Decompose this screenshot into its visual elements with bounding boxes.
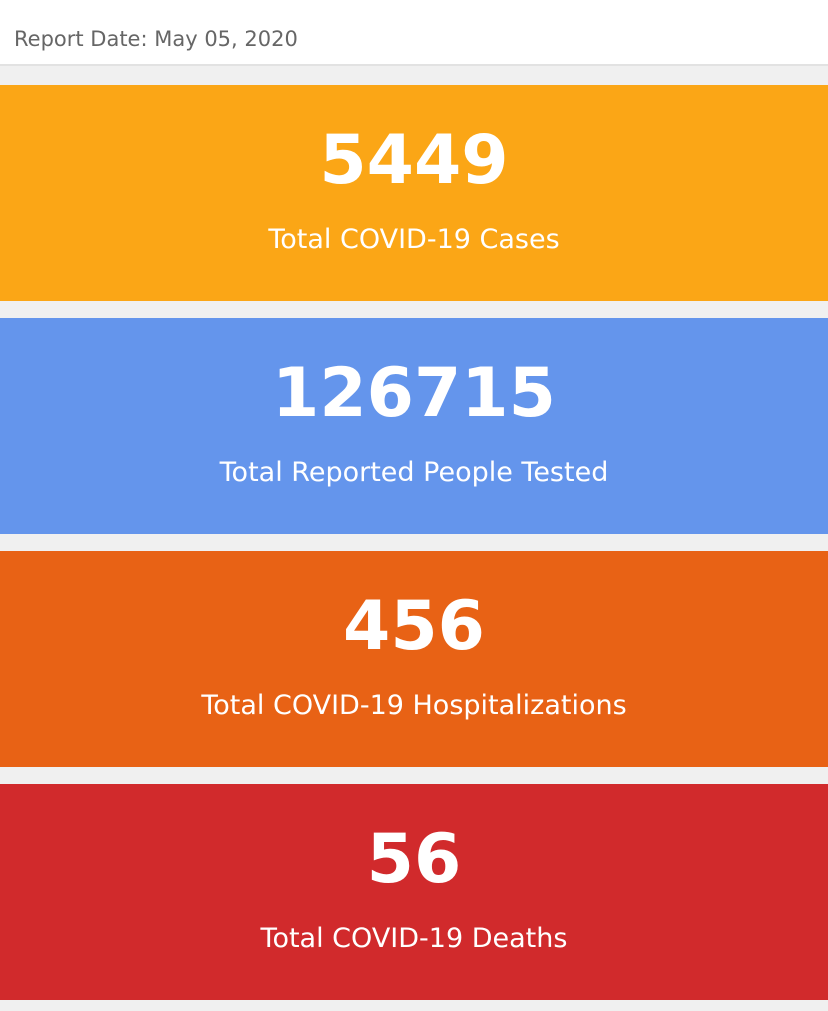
header: Report Date: May 05, 2020 — [0, 0, 828, 66]
stat-label: Total COVID-19 Deaths — [260, 923, 568, 954]
stat-label: Total COVID-19 Hospitalizations — [201, 690, 627, 721]
stat-value: 456 — [343, 587, 485, 666]
stat-card: 126715 Total Reported People Tested — [0, 318, 828, 534]
stat-label: Total COVID-19 Cases — [268, 224, 560, 255]
stat-value: 5449 — [319, 121, 509, 200]
stat-card: 56 Total COVID-19 Deaths — [0, 784, 828, 1000]
stat-card: 5449 Total COVID-19 Cases — [0, 85, 828, 301]
report-date: Report Date: May 05, 2020 — [14, 27, 298, 51]
stat-card: 456 Total COVID-19 Hospitalizations — [0, 551, 828, 767]
stat-label: Total Reported People Tested — [219, 457, 609, 488]
stat-value: 126715 — [272, 354, 556, 433]
stat-value: 56 — [366, 820, 462, 899]
